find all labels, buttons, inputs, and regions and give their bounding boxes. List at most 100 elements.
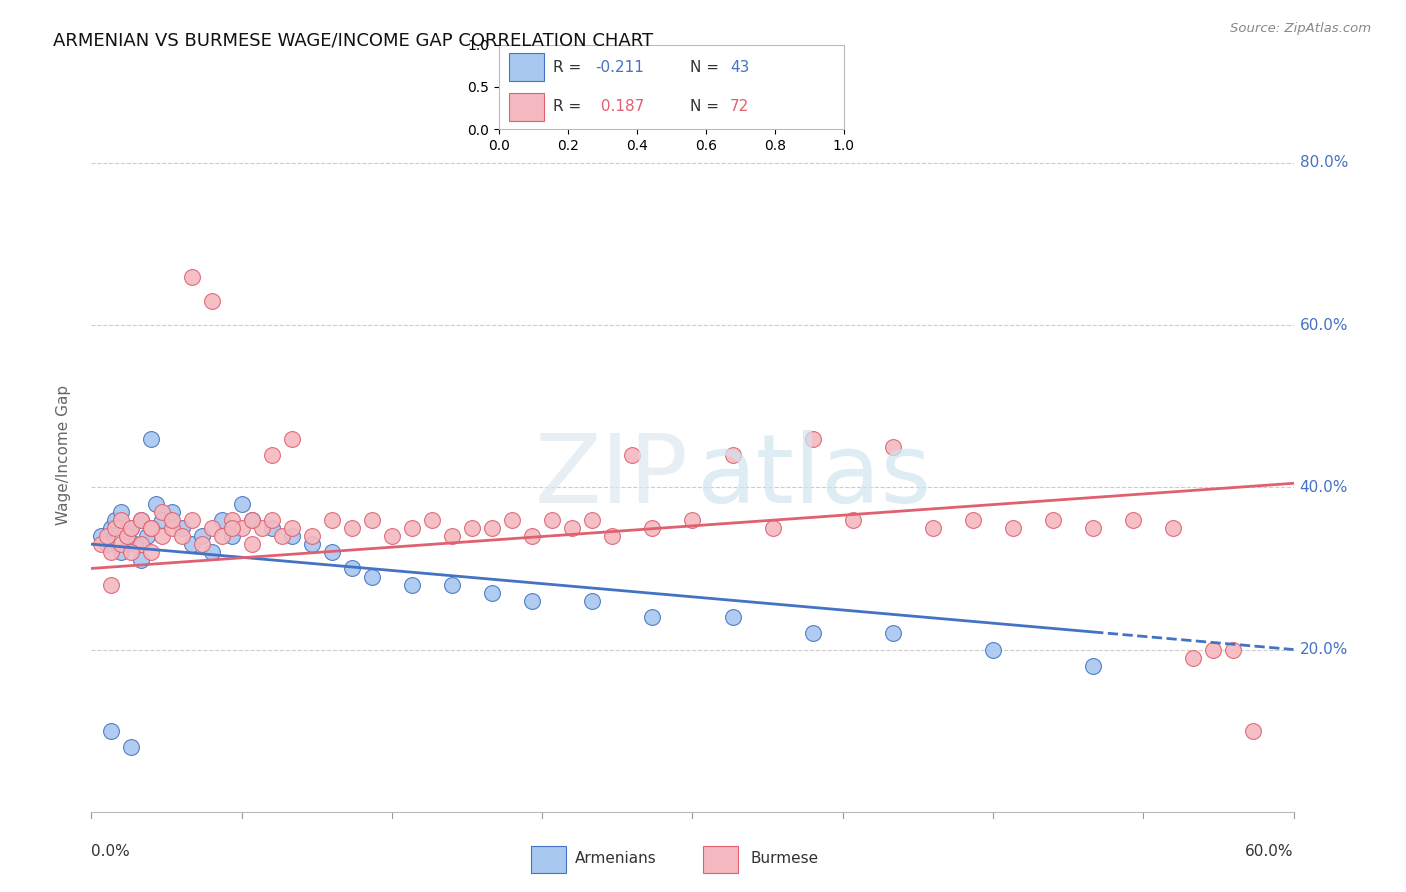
Point [131,513,153,527]
Point [441,577,464,591]
Point [104,513,127,527]
Point [1243,723,1265,738]
Text: 43: 43 [730,60,749,75]
Point [520,594,543,608]
Point [110,505,132,519]
Point [136,529,159,543]
Point [1182,650,1205,665]
Point [1083,658,1105,673]
Bar [509,54,544,81]
Point [121,521,143,535]
Point [260,521,283,535]
Text: 40.0%: 40.0% [1299,480,1348,495]
Point [481,586,503,600]
Point [1083,521,1105,535]
Point [621,448,644,462]
Point [96,529,118,543]
Point [170,521,193,535]
Point [131,537,153,551]
Point [211,529,233,543]
Text: ZIP: ZIP [534,430,689,523]
Text: ARMENIAN VS BURMESE WAGE/INCOME GAP CORRELATION CHART: ARMENIAN VS BURMESE WAGE/INCOME GAP CORR… [53,31,654,49]
Point [240,513,263,527]
Text: Armenians: Armenians [575,851,657,866]
Bar [509,93,544,120]
Point [882,440,904,454]
Point [360,513,382,527]
Point [190,537,212,551]
Point [281,432,304,446]
Text: 0.0%: 0.0% [91,845,131,859]
Point [221,513,243,527]
Point [117,529,139,543]
Point [501,513,523,527]
Point [340,561,363,575]
Point [321,513,343,527]
Point [180,537,202,551]
Bar [703,847,738,873]
Point [104,521,127,535]
Text: atlas: atlas [696,430,931,523]
Point [801,432,824,446]
Point [922,521,945,535]
Text: Source: ZipAtlas.com: Source: ZipAtlas.com [1230,22,1371,36]
Point [231,497,253,511]
Point [721,448,744,462]
Point [221,521,243,535]
Text: N =: N = [690,60,724,75]
Point [301,529,323,543]
Point [481,521,503,535]
Point [211,513,233,527]
Point [250,521,273,535]
Point [561,521,583,535]
Point [141,545,163,559]
Text: 20.0%: 20.0% [1299,642,1348,657]
Point [641,610,664,624]
Point [100,577,122,591]
Point [841,513,863,527]
Point [260,448,283,462]
Point [141,432,163,446]
Point [110,537,132,551]
Point [180,513,202,527]
Text: R =: R = [553,60,586,75]
Point [420,513,443,527]
Text: N =: N = [690,99,724,114]
Point [1122,513,1144,527]
Point [801,626,824,640]
Point [1222,642,1244,657]
Point [681,513,703,527]
Text: Burmese: Burmese [751,851,818,866]
Point [150,513,173,527]
Text: 0.187: 0.187 [596,99,644,114]
Point [281,529,304,543]
Point [360,569,382,583]
Point [131,513,153,527]
Point [581,594,603,608]
Point [381,529,404,543]
Point [100,521,122,535]
Point [1202,642,1225,657]
Point [721,610,744,624]
Y-axis label: Wage/Income Gap: Wage/Income Gap [56,384,70,525]
Point [110,513,132,527]
Point [160,521,183,535]
Point [762,521,785,535]
Point [90,537,112,551]
Point [124,537,146,551]
Point [882,626,904,640]
Point [231,521,253,535]
Text: R =: R = [553,99,586,114]
Point [201,545,224,559]
Point [240,537,263,551]
Point [145,497,167,511]
Point [160,505,183,519]
Text: 60.0%: 60.0% [1299,318,1348,333]
Point [180,269,202,284]
Point [150,529,173,543]
Point [201,293,224,308]
Point [100,723,122,738]
Point [160,513,183,527]
Bar [531,847,565,873]
Point [201,521,224,535]
